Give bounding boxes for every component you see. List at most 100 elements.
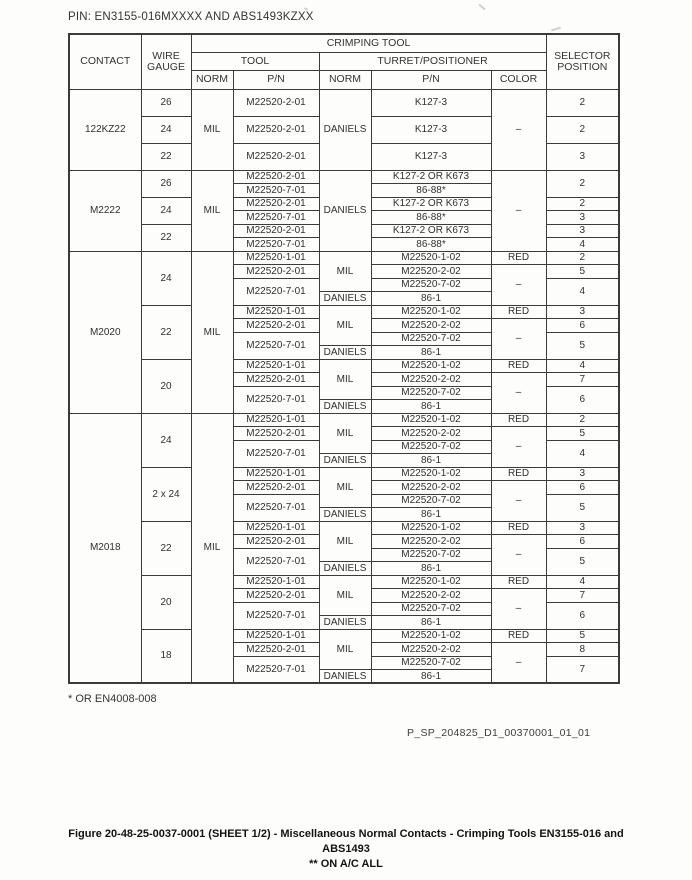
table-cell: 5: [545, 264, 620, 279]
table-row: M2020 24 MIL M22520-1-01 MIL M22520-1-02 RED 2: [68, 250, 620, 414]
table-cell: M22520-1-01: [232, 520, 320, 535]
table-cell: M22520-1-02: [370, 466, 492, 481]
table-cell: M22520-7-02: [370, 331, 492, 346]
table-row: 20 M22520-1-01 MIL M22520-1-02 RED 4: [69, 358, 620, 414]
table-cell: 6: [545, 480, 620, 495]
table-cell: 2: [545, 169, 620, 198]
table-cell: M22520-2-01: [232, 426, 320, 441]
table-cell: –: [490, 372, 547, 414]
table-cell: M22520-7-01: [232, 547, 320, 576]
table-row: 22 M22520-1-01 MIL M22520-1-02 RED 3: [69, 520, 620, 576]
table-row: 22 M22520-2-01 K127-2 OR K673 3: [69, 223, 620, 252]
header-cell: WIRE GAUGE: [140, 33, 192, 90]
table-row: 22 M22520-1-01 MIL M22520-1-02 RED 3: [69, 304, 620, 360]
table-cell: 4: [545, 237, 620, 252]
table-cell: MIL: [318, 358, 372, 400]
table-cell: M22520-2-02: [370, 480, 492, 495]
table-row: CONTACT WIRE GAUGE CRIMPING TOOL SELECTOR P…: [68, 33, 620, 90]
table-cell: 86-1: [370, 507, 492, 522]
table-cell: MIL: [318, 250, 372, 292]
table-cell: M22520-2-01: [232, 264, 320, 279]
table-cell: M22520-2-01: [232, 115, 320, 144]
table-cell: DANIELS: [318, 669, 372, 684]
table-cell: M2020: [68, 250, 142, 414]
header-cell: NORM: [318, 69, 372, 90]
table-cell: RED: [490, 358, 547, 373]
table-cell: –: [490, 264, 547, 306]
table-cell: 86-1: [370, 561, 492, 576]
table-cell: 8: [545, 642, 620, 657]
table-cell: 4: [545, 277, 620, 306]
table-cell: M22520-1-01: [232, 250, 320, 265]
table-cell: DANIELS: [318, 453, 372, 468]
table-cell: M22520-2-01: [232, 588, 320, 603]
table-cell: M22520-7-02: [370, 601, 492, 616]
table-cell: DANIELS: [318, 291, 372, 306]
table-row: DANIELS 86-1: [69, 615, 619, 630]
table-cell: M22520-7-02: [370, 655, 492, 670]
pin-label: PIN: EN3155-016MXXXX AND ABS1493KZXX: [68, 11, 314, 23]
table-row: 122KZ22 26 MIL M22520-2-01 DANIELS K127-3–2: [68, 88, 620, 171]
table-cell: 26: [140, 169, 192, 198]
table-cell: 7: [545, 372, 620, 387]
table-cell: 6: [545, 318, 620, 333]
table-row: 22 M22520-2-01 K127-3 3: [69, 142, 620, 171]
table-row: M2018 24 MIL M22520-1-01 MIL M22520-1-02 RED 2: [68, 412, 620, 684]
table-cell: 2: [545, 250, 620, 265]
table-cell: M22520-7-02: [370, 493, 492, 508]
table-cell: M22520-2-01: [232, 169, 320, 184]
table-cell: M22520-2-01: [232, 223, 320, 238]
table-cell: RED: [490, 520, 547, 535]
table-cell: –: [490, 588, 547, 630]
table-cell: 22: [140, 304, 192, 360]
table-row: M22520-7-01 M22520-7-02 6: [69, 385, 620, 414]
document-reference-number: P_SP_204825_D1_00370001_01_01: [407, 727, 591, 739]
table-cell: 86-1: [370, 615, 492, 630]
table-cell: 3: [545, 466, 620, 481]
table-cell: 2: [545, 88, 620, 117]
table-cell: 5: [545, 331, 620, 360]
header-cell: NORM: [190, 69, 234, 90]
table-cell: 86-1: [370, 669, 492, 684]
table-cell: M22520-7-02: [370, 439, 492, 454]
table-cell: MIL: [190, 412, 234, 684]
table-cell: –: [490, 480, 547, 522]
table-cell: 22: [140, 520, 192, 576]
table-row: M22520-7-01 M22520-7-02 4: [69, 277, 620, 306]
table-cell: RED: [490, 304, 547, 319]
table-row: DANIELS 86-1: [69, 345, 619, 360]
table-cell: M22520-7-01: [232, 277, 320, 306]
table-cell: M22520-1-02: [370, 358, 492, 373]
table-cell: MIL: [318, 574, 372, 616]
table-cell: 2: [545, 115, 620, 144]
table-cell: M22520-2-01: [232, 642, 320, 657]
table-cell: M22520-1-01: [232, 412, 320, 427]
figure-caption-line1: Figure 20-48-25-0037-0001 (SHEET 1/2) - …: [68, 828, 624, 840]
table-cell: M22520-1-02: [370, 574, 492, 589]
table-row: M22520-7-01 M22520-7-02 5: [69, 547, 620, 576]
table-cell: 4: [545, 439, 620, 468]
table-cell: 6: [545, 385, 620, 414]
table-body: 122KZ22 26 MIL M22520-2-01 DANIELS K127-3–2 24…: [68, 88, 620, 684]
table-cell: M22520-7-01: [232, 439, 320, 468]
table-header: CONTACT WIRE GAUGE CRIMPING TOOL SELECTOR P…: [68, 33, 620, 90]
table-cell: M22520-1-01: [232, 304, 320, 319]
table-cell: K127-3: [370, 142, 492, 171]
scan-artifact: [478, 3, 486, 11]
table-cell: 2: [545, 412, 620, 427]
table-cell: 86-1: [370, 291, 492, 306]
table-cell: 22: [140, 223, 192, 252]
header-cell: TOOL: [190, 51, 320, 71]
table-cell: MIL: [318, 412, 372, 454]
table-row: M22520-7-01 M22520-7-02 6: [69, 601, 620, 630]
table-cell: K127-3: [370, 115, 492, 144]
table-cell: DANIELS: [318, 615, 372, 630]
table-cell: 2: [545, 196, 620, 211]
table-cell: M22520-7-01: [232, 183, 320, 198]
table-row: M22520-7-01 M22520-7-02 5: [69, 493, 620, 522]
table-cell: 86-88*: [370, 183, 492, 198]
table-cell: 3: [545, 304, 620, 319]
table-cell: K127-2 OR K673: [370, 223, 492, 238]
table-cell: 6: [545, 601, 620, 630]
table-cell: 18: [140, 628, 192, 684]
